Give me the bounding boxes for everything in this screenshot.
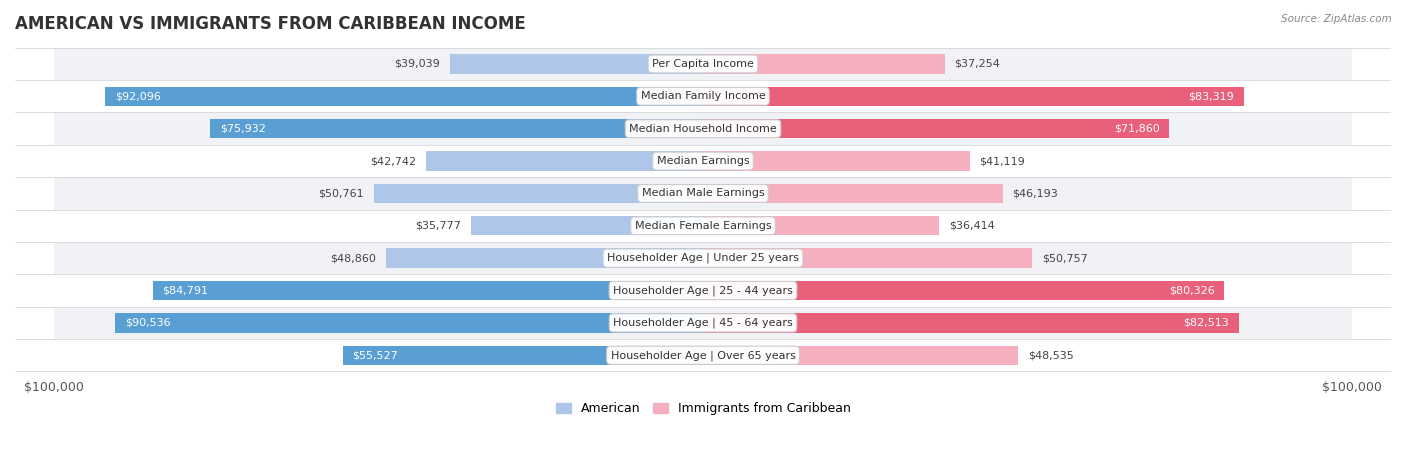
Bar [703, 281, 1225, 300]
Text: $82,513: $82,513 [1182, 318, 1229, 328]
Bar [703, 248, 1032, 268]
Bar [53, 177, 1353, 210]
Bar [53, 210, 1353, 242]
Text: $42,742: $42,742 [370, 156, 416, 166]
Text: $50,761: $50,761 [318, 188, 364, 198]
Text: Median Earnings: Median Earnings [657, 156, 749, 166]
Text: Source: ZipAtlas.com: Source: ZipAtlas.com [1281, 14, 1392, 24]
Text: $48,860: $48,860 [330, 253, 377, 263]
Bar [703, 119, 1170, 138]
Text: Median Household Income: Median Household Income [628, 124, 778, 134]
Bar [471, 216, 703, 235]
Bar [703, 216, 939, 235]
Text: Per Capita Income: Per Capita Income [652, 59, 754, 69]
Bar [53, 339, 1353, 371]
Bar [53, 80, 1353, 113]
Text: $90,536: $90,536 [125, 318, 170, 328]
Text: Median Female Earnings: Median Female Earnings [634, 221, 772, 231]
Bar [703, 54, 945, 74]
Text: $41,119: $41,119 [980, 156, 1025, 166]
Bar [209, 119, 703, 138]
Text: $46,193: $46,193 [1012, 188, 1059, 198]
Text: $75,932: $75,932 [219, 124, 266, 134]
Text: $55,527: $55,527 [353, 350, 398, 360]
Text: AMERICAN VS IMMIGRANTS FROM CARIBBEAN INCOME: AMERICAN VS IMMIGRANTS FROM CARIBBEAN IN… [15, 15, 526, 33]
Bar [53, 242, 1353, 274]
Text: Median Male Earnings: Median Male Earnings [641, 188, 765, 198]
Text: $37,254: $37,254 [955, 59, 1001, 69]
Bar [703, 151, 970, 171]
Text: $71,860: $71,860 [1114, 124, 1160, 134]
Bar [53, 48, 1353, 80]
Text: Householder Age | Under 25 years: Householder Age | Under 25 years [607, 253, 799, 263]
Bar [115, 313, 703, 333]
Bar [703, 184, 1002, 203]
Text: $35,777: $35,777 [415, 221, 461, 231]
Bar [53, 274, 1353, 307]
Text: $48,535: $48,535 [1028, 350, 1074, 360]
Bar [53, 145, 1353, 177]
Legend: American, Immigrants from Caribbean: American, Immigrants from Caribbean [551, 397, 855, 420]
Bar [374, 184, 703, 203]
Bar [53, 307, 1353, 339]
Bar [703, 346, 1018, 365]
Text: Householder Age | 25 - 44 years: Householder Age | 25 - 44 years [613, 285, 793, 296]
Bar [450, 54, 703, 74]
Bar [153, 281, 703, 300]
Text: $92,096: $92,096 [115, 91, 160, 101]
Bar [426, 151, 703, 171]
Text: $50,757: $50,757 [1042, 253, 1088, 263]
Text: $83,319: $83,319 [1188, 91, 1234, 101]
Bar [703, 313, 1239, 333]
Text: Median Family Income: Median Family Income [641, 91, 765, 101]
Text: $80,326: $80,326 [1168, 285, 1215, 296]
Text: Householder Age | 45 - 64 years: Householder Age | 45 - 64 years [613, 318, 793, 328]
Text: $36,414: $36,414 [949, 221, 995, 231]
Bar [343, 346, 703, 365]
Bar [385, 248, 703, 268]
Text: $84,791: $84,791 [163, 285, 208, 296]
Bar [53, 113, 1353, 145]
Bar [105, 86, 703, 106]
Text: Householder Age | Over 65 years: Householder Age | Over 65 years [610, 350, 796, 361]
Bar [703, 86, 1244, 106]
Text: $39,039: $39,039 [394, 59, 440, 69]
